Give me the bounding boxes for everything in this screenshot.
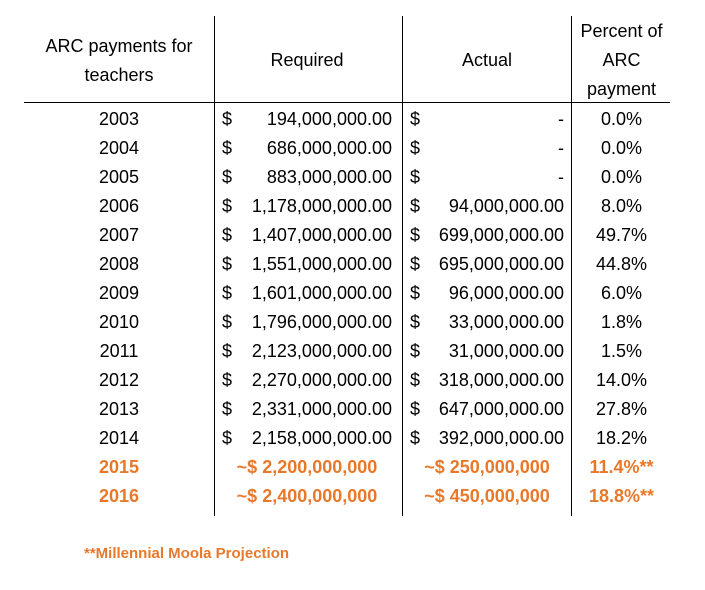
- percent-cell: 27.8%: [595, 399, 648, 419]
- actual-cell: ~$ 450,000,000: [424, 486, 550, 506]
- required-cell: ~$ 2,200,000,000: [236, 457, 378, 477]
- year-cell: 2014: [98, 428, 140, 448]
- table-row: 2016 ~$ 2,400,000,000 ~$ 450,000,000 18.8%*…: [0, 482, 705, 511]
- header-required: Required: [270, 50, 344, 70]
- header-year: ARC payments for teachers: [45, 36, 193, 85]
- table-row: 2013 $2,331,000,000.00 $647,000,000.00 27.8…: [0, 395, 705, 424]
- percent-cell: 1.8%: [600, 312, 643, 332]
- actual-cell: ~$ 250,000,000: [424, 457, 550, 477]
- column-divider-2: [402, 16, 403, 516]
- percent-cell: 0.0%: [600, 109, 643, 129]
- year-cell: 2004: [98, 138, 140, 158]
- year-cell: 2013: [98, 399, 140, 419]
- table-row: 2003 $194,000,000.00 $ -0.0%: [0, 105, 705, 134]
- percent-cell: 8.0%: [600, 196, 643, 216]
- year-cell: 2005: [98, 167, 140, 187]
- table-row: 2004 $686,000,000.00 $ -0.0%: [0, 134, 705, 163]
- percent-cell: 0.0%: [600, 138, 643, 158]
- year-cell: 2006: [98, 196, 140, 216]
- table-row: 2014 $2,158,000,000.00 $392,000,000.00 18.2…: [0, 424, 705, 453]
- table-row: 2010 $1,796,000,000.00 $33,000,000.00 1.8%: [0, 308, 705, 337]
- table-row: 2009 $1,601,000,000.00 $96,000,000.00 6.0%: [0, 279, 705, 308]
- table-row: 2011 $2,123,000,000.00 $31,000,000.00 1.5%: [0, 337, 705, 366]
- percent-cell: 49.7%: [595, 225, 648, 245]
- table-body: 2003 $194,000,000.00 $ -0.0% 2004 $686,000,00…: [0, 105, 705, 511]
- footnote: **Millennial Moola Projection: [84, 545, 290, 562]
- year-cell: 2015: [98, 457, 140, 477]
- header-actual: Actual: [461, 50, 513, 70]
- table-row: 2015 ~$ 2,200,000,000 ~$ 250,000,000 11.4%*…: [0, 453, 705, 482]
- year-cell: 2007: [98, 225, 140, 245]
- year-cell: 2003: [98, 109, 140, 129]
- year-cell: 2008: [98, 254, 140, 274]
- table-row: 2012 $2,270,000,000.00 $318,000,000.00 14.0…: [0, 366, 705, 395]
- percent-cell: 18.2%: [595, 428, 648, 448]
- percent-cell: 6.0%: [600, 283, 643, 303]
- column-divider-3: [571, 16, 572, 516]
- header-percent: Percent of ARC payment: [580, 21, 663, 99]
- percent-cell: 18.8%**: [588, 486, 655, 506]
- table-row: 2008 $1,551,000,000.00 $695,000,000.00 44.8…: [0, 250, 705, 279]
- year-cell: 2011: [99, 341, 139, 361]
- percent-cell: 0.0%: [600, 167, 643, 187]
- table-row: 2007 $1,407,000,000.00 $699,000,000.00 49.7…: [0, 221, 705, 250]
- percent-cell: 14.0%: [595, 370, 648, 390]
- table-row: 2005 $883,000,000.00 $ -0.0%: [0, 163, 705, 192]
- table-row: 2006 $1,178,000,000.00 $94,000,000.00 8.0%: [0, 192, 705, 221]
- year-cell: 2016: [98, 486, 140, 506]
- header-underline: [24, 102, 670, 103]
- year-cell: 2010: [98, 312, 140, 332]
- percent-cell: 11.4%**: [589, 457, 654, 477]
- year-cell: 2012: [98, 370, 140, 390]
- year-cell: 2009: [98, 283, 140, 303]
- column-divider-1: [214, 16, 215, 516]
- required-cell: ~$ 2,400,000,000: [236, 486, 378, 506]
- percent-cell: 1.5%: [600, 341, 643, 361]
- percent-cell: 44.8%: [595, 254, 648, 274]
